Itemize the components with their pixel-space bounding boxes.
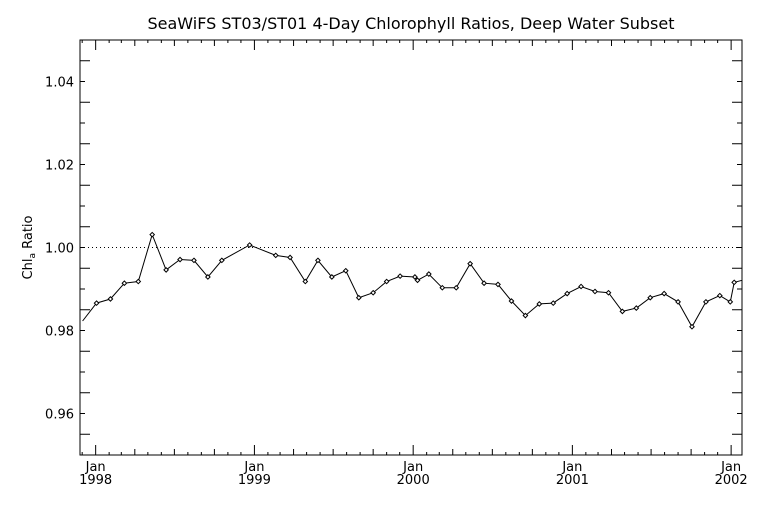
data-point [564, 290, 571, 297]
x-tick-label-year: 1998 [79, 473, 112, 488]
y-tick-label: 0.96 [45, 408, 74, 423]
data-point [689, 323, 695, 330]
x-tick-label-month: Jan [402, 460, 423, 475]
x-tick-label-year: 2001 [556, 473, 589, 488]
data-point [121, 280, 128, 287]
data-point [647, 294, 654, 301]
data-point [328, 274, 335, 280]
y-axis-label: Chla Ratio [21, 215, 38, 279]
y-tick-label: 1.04 [45, 76, 74, 91]
x-tick-label-month: Jan [85, 460, 106, 475]
data-point [135, 278, 142, 285]
data-point [191, 257, 197, 264]
data-point [355, 294, 362, 301]
data-point [397, 273, 404, 280]
data-point [204, 274, 211, 280]
data-point [522, 312, 529, 319]
data-point [439, 284, 446, 291]
y-axis-label-main: Chl [21, 259, 36, 280]
y-axis: 0.96 0.98 1.00 1.02 1.04 [45, 39, 742, 456]
data-point [727, 298, 734, 305]
data-point [550, 300, 557, 307]
data-point [315, 257, 321, 264]
x-tick-label-month: Jan [561, 460, 582, 475]
data-point [370, 289, 377, 296]
data-point [246, 242, 253, 248]
x-tick-label-year: 1999 [238, 473, 271, 488]
data-point [731, 279, 738, 286]
series-line [82, 233, 743, 328]
data-point [633, 305, 640, 311]
data-point [508, 298, 515, 304]
data-point [383, 278, 390, 285]
x-tick-label-month: Jan [243, 460, 264, 475]
data-point [218, 257, 225, 264]
data-point [302, 278, 309, 285]
data-point [536, 301, 543, 307]
data-point [425, 271, 432, 277]
data-point [495, 281, 501, 288]
data-point [177, 256, 183, 263]
data-point [414, 277, 421, 284]
data-point [287, 254, 293, 261]
data-point [453, 284, 460, 291]
data-point [592, 288, 598, 295]
data-point [702, 298, 709, 305]
data-point [716, 292, 723, 299]
data-point [93, 300, 100, 307]
data-point [342, 267, 349, 274]
data-point [107, 296, 114, 302]
x-tick-label-year: 2000 [397, 473, 430, 488]
y-tick-label: 1.02 [45, 159, 74, 174]
y-tick-label: 0.98 [45, 325, 74, 340]
chart-title: SeaWiFS ST03/ST01 4-Day Chlorophyll Rati… [147, 14, 675, 33]
data-point [605, 289, 612, 296]
data-point [272, 252, 279, 259]
x-tick-label-month: Jan [720, 460, 741, 475]
data-point [163, 267, 170, 273]
data-point [149, 231, 156, 238]
data-point [578, 283, 584, 290]
data-point [661, 290, 668, 297]
plot-frame [79, 39, 743, 456]
data-point [412, 274, 418, 280]
y-axis-label-subscript: a [28, 253, 38, 259]
data-point [619, 308, 626, 315]
series-markers [93, 231, 738, 330]
data-point [481, 280, 487, 287]
data-point [467, 260, 474, 267]
data-point [675, 298, 681, 305]
x-tick-label-year: 2002 [715, 473, 748, 488]
y-tick-label: 1.00 [45, 242, 74, 257]
y-axis-label-rest: Ratio [21, 215, 36, 253]
